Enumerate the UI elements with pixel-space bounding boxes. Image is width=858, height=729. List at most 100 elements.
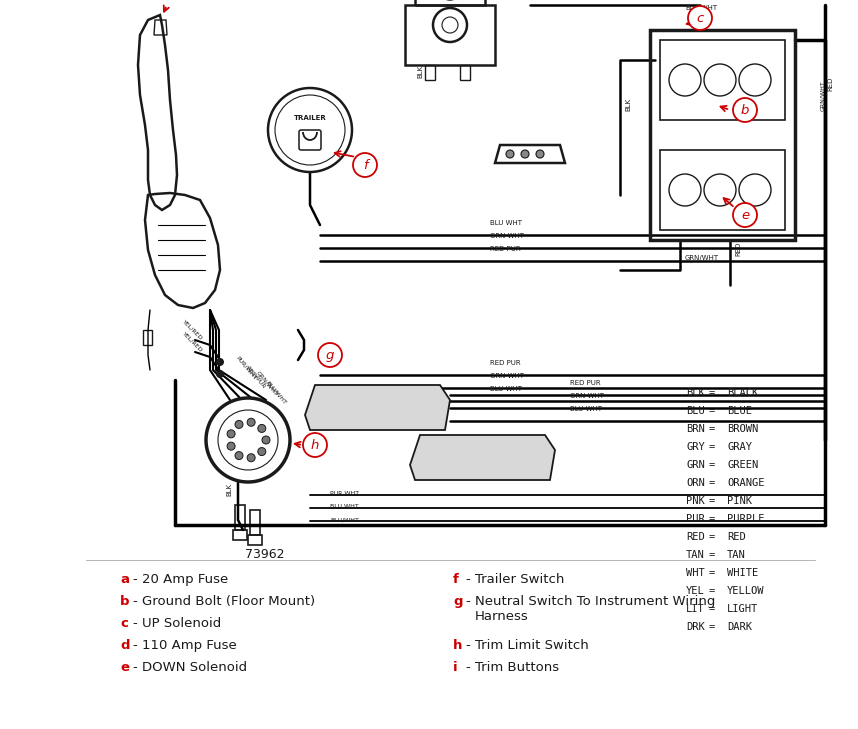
- Text: BLU WHT: BLU WHT: [330, 504, 359, 509]
- Text: RED: RED: [727, 532, 746, 542]
- Text: BLU WHT: BLU WHT: [490, 220, 522, 226]
- Text: Trim Buttons: Trim Buttons: [475, 661, 559, 674]
- Text: e: e: [120, 661, 129, 674]
- FancyBboxPatch shape: [299, 130, 321, 150]
- Text: GREEN: GREEN: [727, 460, 758, 470]
- Text: RED/PUR: RED/PUR: [245, 364, 267, 389]
- Circle shape: [268, 88, 352, 172]
- Text: =: =: [709, 622, 716, 632]
- Text: YELLOW: YELLOW: [727, 586, 764, 596]
- Text: f: f: [363, 158, 367, 171]
- Circle shape: [536, 150, 544, 158]
- Text: d: d: [120, 639, 130, 652]
- Text: GRN WHT: GRN WHT: [490, 233, 524, 239]
- Text: Ground Bolt (Floor Mount): Ground Bolt (Floor Mount): [142, 595, 315, 608]
- Text: PINK: PINK: [727, 496, 752, 506]
- Text: BLU WHT: BLU WHT: [570, 406, 602, 412]
- Text: 73962: 73962: [245, 548, 285, 561]
- Text: =: =: [709, 586, 716, 596]
- Text: =: =: [709, 532, 716, 542]
- Circle shape: [235, 421, 243, 429]
- Circle shape: [206, 398, 290, 482]
- Text: GRN WHT: GRN WHT: [570, 393, 604, 399]
- Text: a: a: [120, 573, 129, 586]
- Text: Trailer Switch: Trailer Switch: [475, 573, 565, 586]
- Circle shape: [506, 150, 514, 158]
- Text: ORN: ORN: [686, 478, 705, 488]
- Text: RED: RED: [735, 241, 741, 256]
- Circle shape: [227, 443, 235, 450]
- Text: TRAILER: TRAILER: [293, 115, 326, 121]
- Circle shape: [247, 418, 255, 426]
- Text: BLK: BLK: [226, 483, 232, 496]
- Text: -: -: [132, 595, 136, 608]
- Circle shape: [353, 153, 377, 177]
- Text: -: -: [465, 595, 469, 608]
- Circle shape: [303, 433, 327, 457]
- Text: f: f: [453, 573, 459, 586]
- Text: -: -: [465, 639, 469, 652]
- Text: LIGHT: LIGHT: [727, 604, 758, 614]
- Text: =: =: [709, 568, 716, 578]
- Circle shape: [247, 453, 255, 461]
- Text: DRK: DRK: [686, 622, 705, 632]
- Text: -: -: [465, 661, 469, 674]
- Text: PUR/WHT: PUR/WHT: [235, 355, 257, 381]
- Text: =: =: [709, 424, 716, 434]
- Text: DOWN Solenoid: DOWN Solenoid: [142, 661, 247, 674]
- Text: =: =: [709, 496, 716, 506]
- Text: =: =: [709, 460, 716, 470]
- Circle shape: [688, 6, 712, 30]
- Circle shape: [318, 343, 342, 367]
- Text: BLU/WHT: BLU/WHT: [330, 517, 359, 522]
- Text: BLACK: BLACK: [727, 388, 758, 398]
- Text: PUR WHT: PUR WHT: [330, 491, 360, 496]
- Text: RED PUR: RED PUR: [570, 380, 601, 386]
- Text: Neutral Switch To Instrument Wiring
Harness: Neutral Switch To Instrument Wiring Harn…: [475, 595, 716, 623]
- Text: =: =: [709, 406, 716, 416]
- Text: -: -: [132, 661, 136, 674]
- Text: =: =: [709, 514, 716, 524]
- Text: 20 Amp Fuse: 20 Amp Fuse: [142, 573, 228, 586]
- Circle shape: [733, 98, 757, 122]
- Text: ORANGE: ORANGE: [727, 478, 764, 488]
- Text: PNK: PNK: [686, 496, 705, 506]
- Text: RED PUR: RED PUR: [490, 246, 521, 252]
- Text: PURPLE: PURPLE: [727, 514, 764, 524]
- Text: PUR: PUR: [686, 514, 705, 524]
- Text: g: g: [453, 595, 462, 608]
- Text: -: -: [465, 573, 469, 586]
- Text: g: g: [326, 348, 334, 362]
- Circle shape: [216, 370, 224, 378]
- Polygon shape: [410, 435, 555, 480]
- Text: -: -: [132, 573, 136, 586]
- Text: GRAY: GRAY: [727, 442, 752, 452]
- Text: RED: RED: [686, 532, 705, 542]
- Text: b: b: [120, 595, 130, 608]
- Text: YEL/RED: YEL/RED: [182, 319, 204, 341]
- Text: TAN: TAN: [727, 550, 746, 560]
- Text: e: e: [741, 208, 749, 222]
- Text: UP Solenoid: UP Solenoid: [142, 617, 221, 630]
- Text: Trim Limit Switch: Trim Limit Switch: [475, 639, 589, 652]
- Text: =: =: [709, 604, 716, 614]
- Text: -: -: [132, 617, 136, 630]
- Circle shape: [216, 358, 224, 366]
- Text: YEL/RED: YEL/RED: [182, 331, 204, 353]
- Text: BLU/WHT: BLU/WHT: [265, 380, 287, 405]
- Text: WHITE: WHITE: [727, 568, 758, 578]
- Text: BLU/WHT: BLU/WHT: [685, 5, 717, 11]
- Text: c: c: [120, 617, 128, 630]
- Text: BLK: BLK: [686, 388, 705, 398]
- Text: h: h: [453, 639, 462, 652]
- Circle shape: [257, 424, 266, 432]
- Text: GRN/WHT: GRN/WHT: [255, 370, 279, 397]
- Text: BLU WHT: BLU WHT: [490, 386, 522, 392]
- Circle shape: [262, 436, 270, 444]
- Circle shape: [235, 451, 243, 459]
- Text: BRN: BRN: [686, 424, 705, 434]
- Text: RED: RED: [827, 77, 833, 91]
- Text: 110 Amp Fuse: 110 Amp Fuse: [142, 639, 237, 652]
- Text: i: i: [453, 661, 457, 674]
- Text: TAN: TAN: [686, 550, 705, 560]
